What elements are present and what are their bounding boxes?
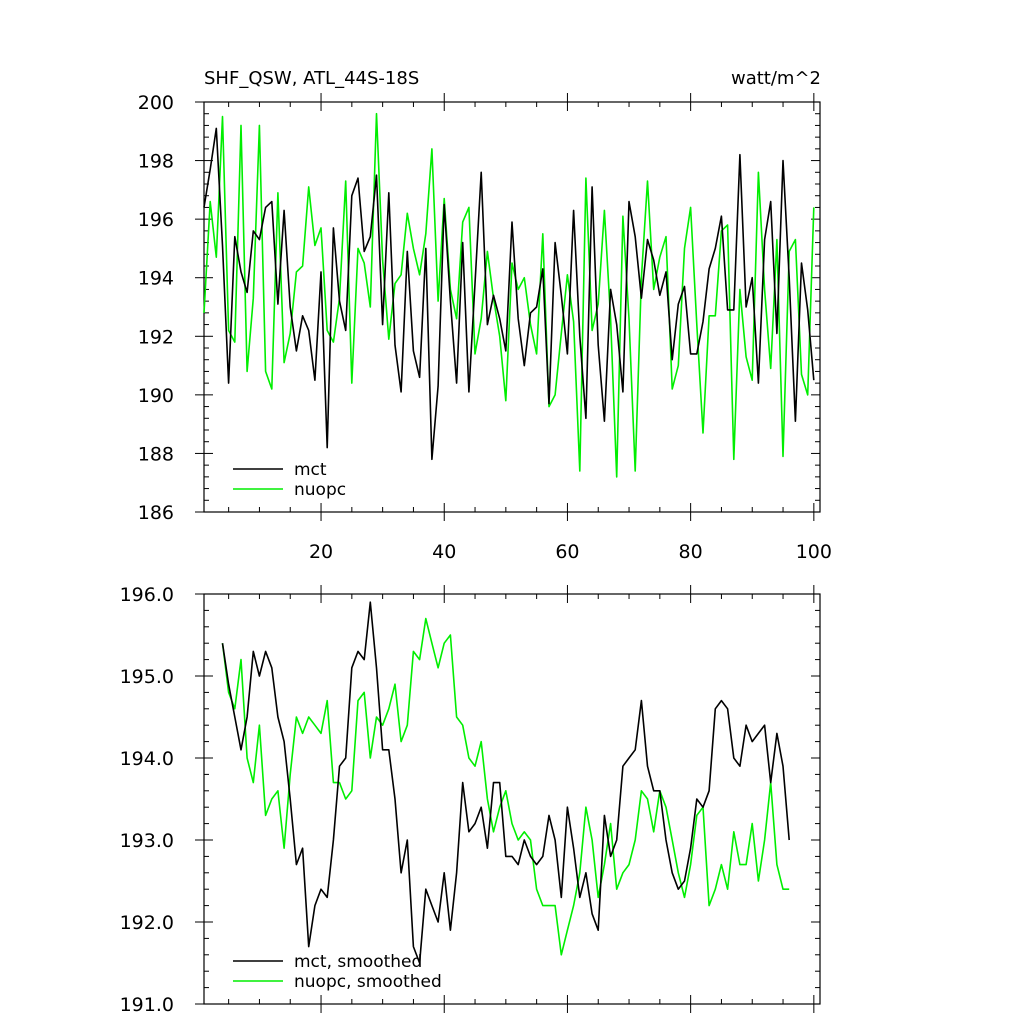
plot-frame [203,593,821,1005]
units-label: watt/m^2 [731,68,821,89]
legend: mct, smoothed nuopc, smoothed [233,952,442,992]
x-tick-label: 60 [555,541,579,563]
y-tick-label: 191.0 [120,994,174,1016]
x-axis [228,585,815,1013]
top-panel: SHF_QSW, ATL_44S-18S watt/m^2 1861881901… [138,68,832,563]
y-tick-label: 194 [138,268,174,290]
x-tick-label: 40 [432,541,456,563]
series-line-mct [203,127,815,461]
x-tick-label: 20 [309,541,333,563]
series-line-nuopc-smoothed [221,617,790,956]
y-tick-label: 194.0 [120,748,174,770]
y-tick-label: 196 [138,209,174,231]
legend: mct nuopc [233,460,346,500]
y-tick-label: 200 [138,92,174,114]
series-layer [203,112,815,478]
y-tick-label: 192.0 [120,912,174,934]
series-layer [221,601,790,964]
y-tick-label: 195.0 [120,666,174,688]
legend-label-nuopc-smoothed: nuopc, smoothed [294,972,442,992]
y-tick-label: 193.0 [120,830,174,852]
y-axis: 191.0 192.0 193.0 194.0 195.0 196.0 [120,584,820,1016]
bottom-panel: 191.0 192.0 193.0 194.0 195.0 196.0 mct, smoo… [120,584,821,1016]
chart-title: SHF_QSW, ATL_44S-18S [204,68,419,89]
y-tick-label: 192 [138,326,174,348]
y-axis: 186 188 190 192 194 196 198 200 [138,92,820,524]
y-tick-label: 188 [138,443,174,465]
y-tick-label: 186 [138,502,174,524]
series-line-nuopc [203,112,815,478]
series-line-mct-smoothed [221,601,790,964]
y-tick-label: 196.0 [120,584,174,606]
x-tick-label: 100 [796,541,832,563]
x-axis: 20 40 60 80 100 [228,93,832,563]
legend-label-mct: mct [294,460,327,480]
legend-label-mct-smoothed: mct, smoothed [294,952,422,972]
y-tick-label: 198 [138,151,174,173]
x-tick-label: 80 [679,541,703,563]
legend-label-nuopc: nuopc [294,480,346,500]
y-tick-label: 190 [138,385,174,407]
